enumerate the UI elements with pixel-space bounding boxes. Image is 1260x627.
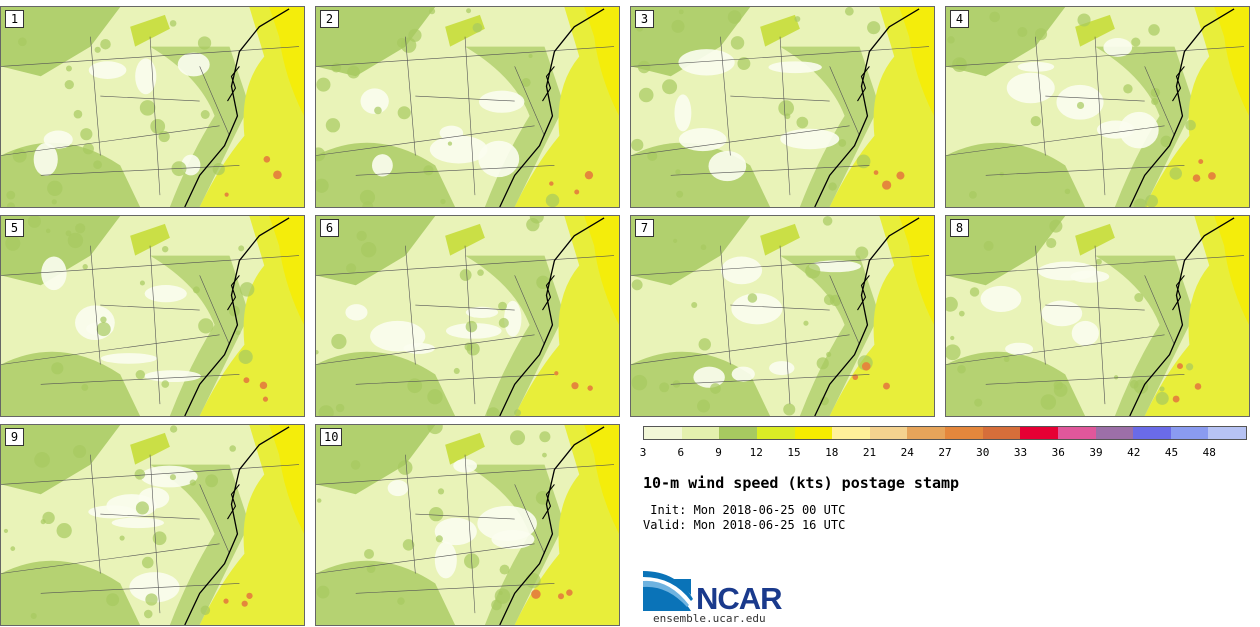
colorbar-bin-8: [945, 427, 983, 439]
ncar-logo-text: NCAR: [696, 581, 783, 616]
colorbar-bin-3: [756, 427, 795, 439]
colorbar-tick-label: 45: [1164, 446, 1179, 459]
colorbar-tick-labels: 3 6 9 12 15 18 21 24 27 30 33 36 39 42 45 48: [639, 446, 1247, 460]
colorbar-bin-2: [719, 427, 757, 439]
member-label: 4: [950, 10, 969, 28]
member-label: 7: [635, 219, 654, 237]
colorbar-tick-label: 30: [976, 446, 990, 459]
valid-time: Valid: Mon 2018-06-25 16 UTC: [643, 518, 846, 532]
member-label: 2: [320, 10, 339, 28]
plot-title: 10-m wind speed (kts) postage stamp: [643, 474, 960, 492]
wind-speed-colorbar: [643, 426, 1247, 440]
member-label: 9: [5, 428, 24, 446]
colorbar-tick-label: 24: [900, 446, 914, 459]
member-panel-3: 3: [630, 6, 935, 208]
member-label: 5: [5, 219, 24, 237]
ncar-logo-icon: [643, 571, 693, 611]
wind-speed-map: [316, 216, 619, 416]
colorbar-tick-label: 42: [1127, 446, 1141, 459]
colorbar-bin-15: [1208, 427, 1246, 439]
colorbar-bin-9: [982, 427, 1021, 439]
colorbar-tick-label: 18: [825, 446, 839, 459]
wind-speed-map: [1, 7, 304, 207]
colorbar-bin-1: [681, 427, 720, 439]
colorbar-tick-label: 21: [862, 446, 877, 459]
member-panel-2: 2: [315, 6, 620, 208]
colorbar-bin-13: [1133, 427, 1171, 439]
wind-speed-map: [946, 216, 1249, 416]
member-label: 3: [635, 10, 654, 28]
colorbar-tick-label: 6: [677, 446, 685, 459]
member-panel-9: 9: [0, 424, 305, 626]
member-panel-1: 1: [0, 6, 305, 208]
logo-url: ensemble.ucar.edu: [653, 612, 766, 625]
member-panel-5: 5: [0, 215, 305, 417]
colorbar-tick-label: 9: [715, 446, 722, 459]
wind-speed-map: [1, 216, 304, 416]
member-panel-7: 7: [630, 215, 935, 417]
member-label: 10: [320, 428, 343, 446]
wind-speed-map: [631, 216, 934, 416]
colorbar-tick-label: 33: [1013, 446, 1028, 459]
member-panel-10: 10: [315, 424, 620, 626]
colorbar-bin-14: [1170, 427, 1209, 439]
colorbar-bin-11: [1057, 427, 1096, 439]
colorbar-bin-12: [1095, 427, 1134, 439]
member-label: 8: [950, 219, 969, 237]
colorbar-tick-label: 27: [938, 446, 952, 459]
member-panel-6: 6: [315, 215, 620, 417]
colorbar-bin-6: [869, 427, 908, 439]
colorbar-bin-0: [644, 427, 682, 439]
member-panel-4: 4: [945, 6, 1250, 208]
colorbar-tick-label: 39: [1089, 446, 1103, 459]
wind-speed-map: [316, 7, 619, 207]
member-label: 6: [320, 219, 339, 237]
colorbar-tick-label: 3: [639, 446, 647, 459]
colorbar-bin-7: [907, 427, 945, 439]
colorbar-tick-label: 12: [749, 446, 763, 459]
wind-speed-map: [631, 7, 934, 207]
colorbar-tick-label: 15: [787, 446, 801, 459]
wind-speed-map: [1, 425, 304, 625]
colorbar-bin-4: [794, 427, 833, 439]
member-panel-8: 8: [945, 215, 1250, 417]
wind-speed-map: [946, 7, 1249, 207]
member-label: 1: [5, 10, 24, 28]
colorbar-tick-label: 36: [1051, 446, 1065, 459]
wind-speed-map: [316, 425, 619, 625]
colorbar-tick-label: 48: [1202, 446, 1216, 459]
init-time: Init: Mon 2018-06-25 00 UTC: [643, 503, 846, 517]
colorbar-bin-5: [832, 427, 870, 439]
colorbar-bin-10: [1020, 427, 1058, 439]
